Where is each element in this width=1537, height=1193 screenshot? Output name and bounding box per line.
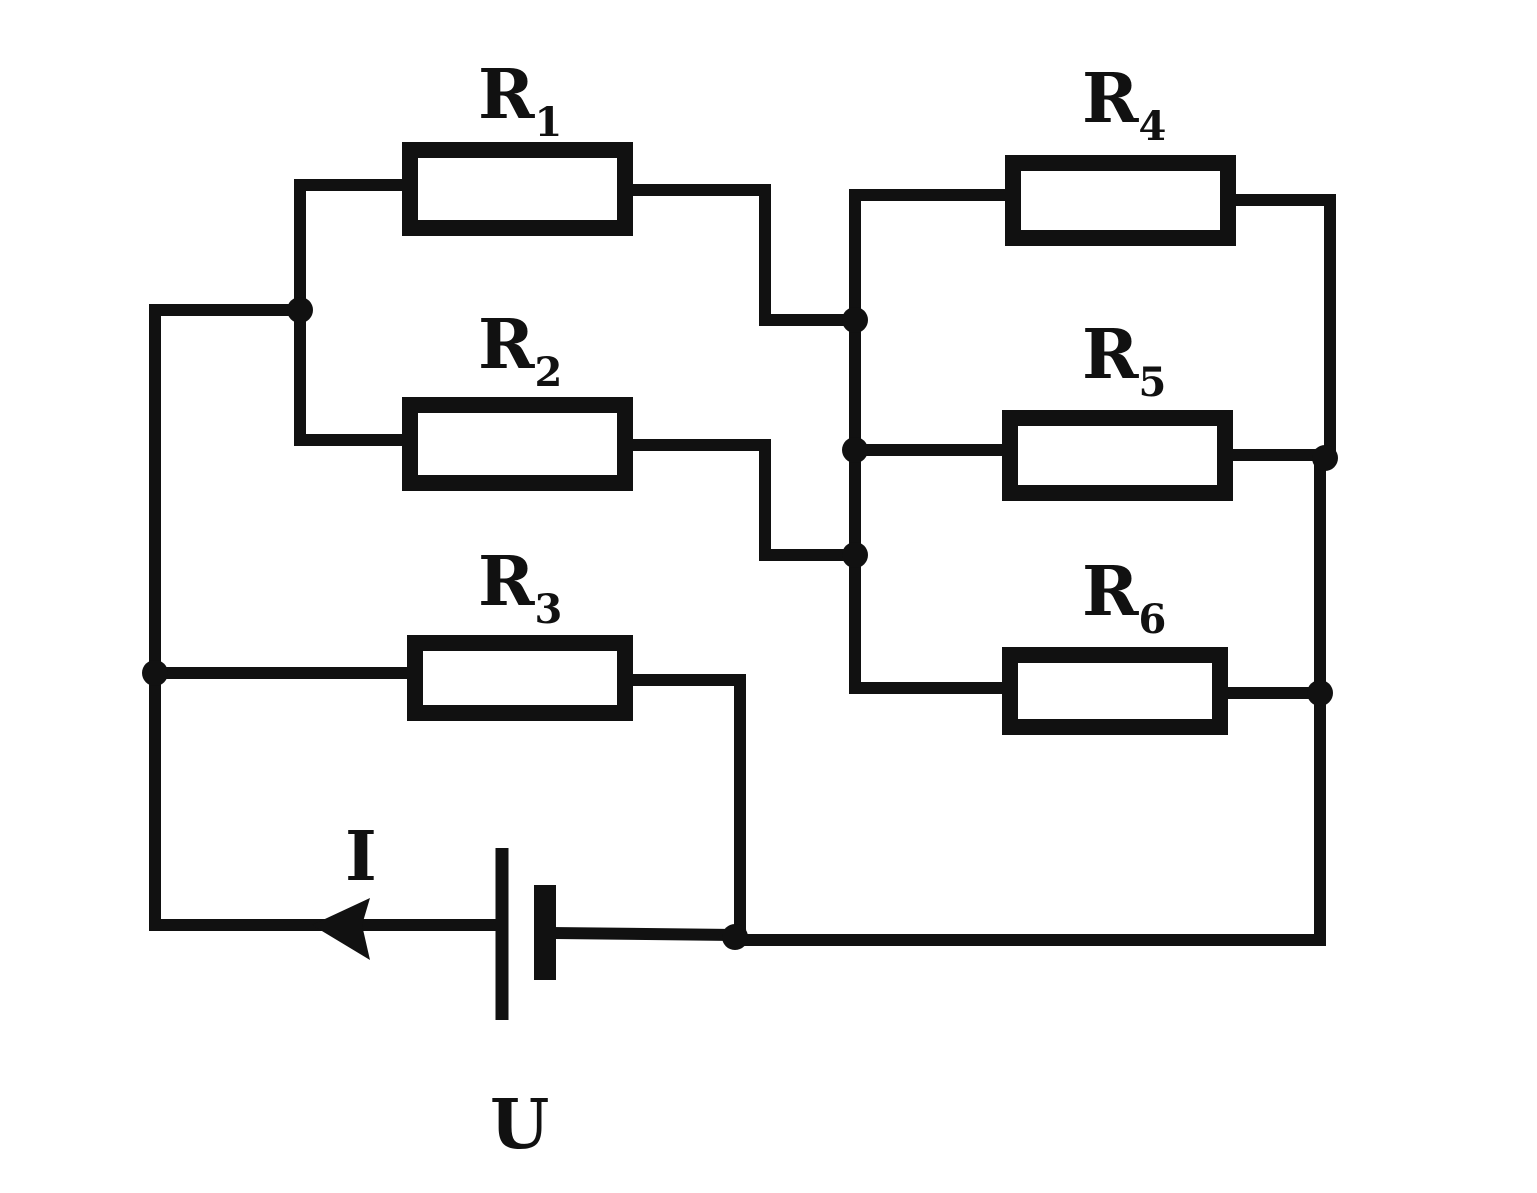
label-r3-index: 3 xyxy=(535,586,563,633)
label-r1: R1 xyxy=(478,55,562,146)
junction-node xyxy=(142,660,168,686)
resistors xyxy=(402,142,1236,735)
resistor-r3 xyxy=(407,635,633,721)
label-r5-index: 5 xyxy=(1139,359,1167,406)
label-r2-index: 2 xyxy=(535,349,563,396)
junction-node xyxy=(287,297,313,323)
wire-r2-left xyxy=(294,304,416,446)
label-r1-letter: R xyxy=(478,55,535,135)
label-r1-index: 1 xyxy=(535,99,563,146)
resistor-r6 xyxy=(1002,647,1228,735)
wire-middle-bus xyxy=(849,189,1016,694)
label-r6-letter: R xyxy=(1082,552,1139,632)
label-r6-index: 6 xyxy=(1139,596,1167,643)
wire-r1-right xyxy=(619,184,861,326)
label-current: I xyxy=(345,817,377,897)
junction-node xyxy=(842,542,868,568)
junction-node xyxy=(842,437,868,463)
label-r5-letter: R xyxy=(1082,315,1139,395)
wire-right-bus xyxy=(729,194,1336,946)
labels: R1 R2 R3 R4 R5 R6 I U xyxy=(345,55,1166,1165)
wires xyxy=(149,179,1336,946)
resistor-r1 xyxy=(402,142,633,236)
junction-node xyxy=(722,924,748,950)
label-r5: R5 xyxy=(1082,315,1166,406)
label-r2: R2 xyxy=(478,305,562,396)
junctions xyxy=(142,297,1338,950)
label-r4-letter: R xyxy=(1082,59,1139,139)
current-arrow-icon xyxy=(312,898,370,960)
battery-symbol xyxy=(495,848,556,1020)
label-r4-index: 4 xyxy=(1139,103,1167,150)
wire-r2-right xyxy=(619,439,861,561)
label-r4: R4 xyxy=(1082,59,1166,150)
label-r2-letter: R xyxy=(478,305,535,385)
junction-node xyxy=(842,307,868,333)
resistor-r4 xyxy=(1005,155,1236,246)
wire-battery-right xyxy=(543,926,747,942)
junction-node xyxy=(1312,445,1338,471)
label-r3-letter: R xyxy=(478,542,535,622)
wire-r1-left xyxy=(294,179,416,446)
resistor-r5 xyxy=(1002,410,1233,501)
label-r3: R3 xyxy=(478,542,562,633)
resistor-r2 xyxy=(402,397,633,491)
label-voltage: U xyxy=(490,1085,549,1165)
label-r6: R6 xyxy=(1082,552,1166,643)
junction-node xyxy=(1307,680,1333,706)
wire-r3-right xyxy=(619,674,746,941)
